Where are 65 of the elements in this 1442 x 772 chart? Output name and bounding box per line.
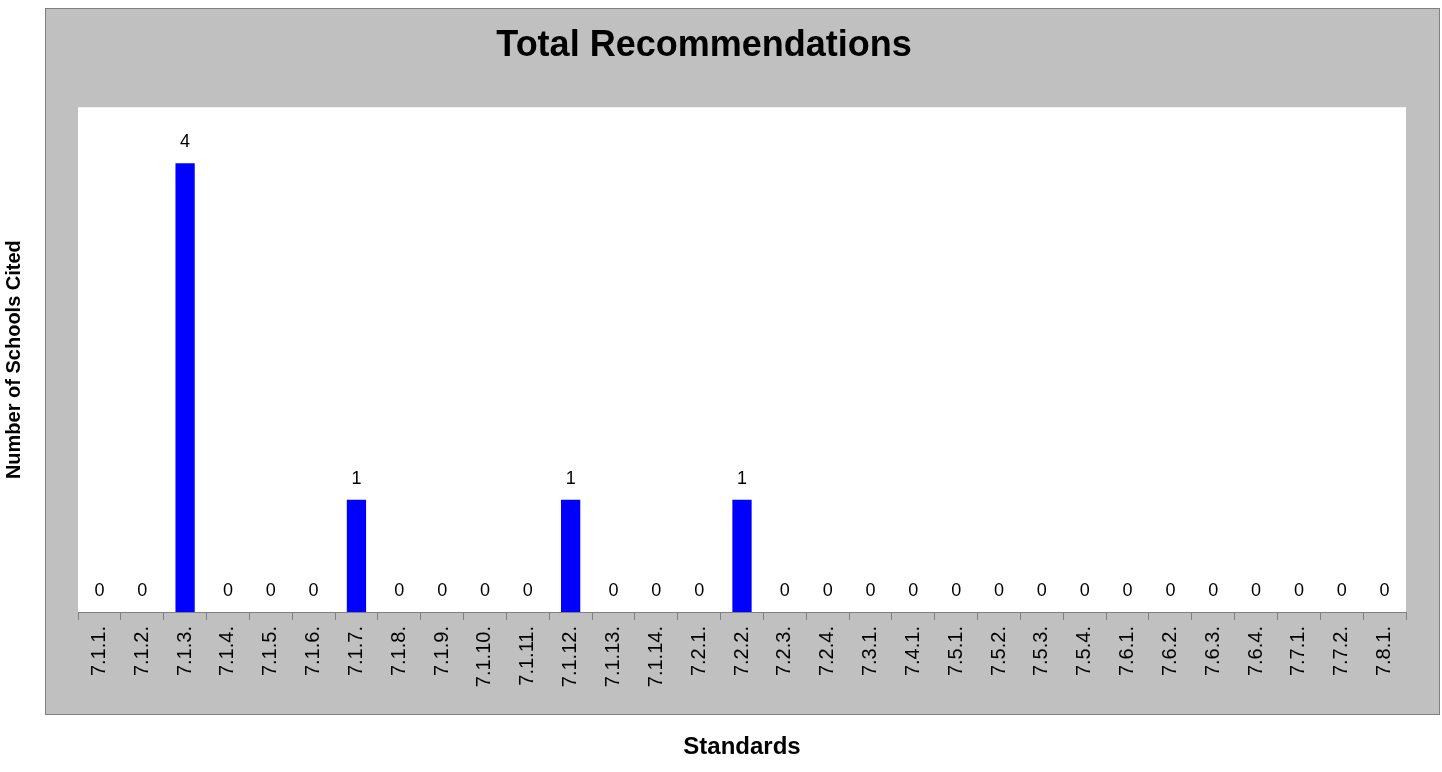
- x-tick-label: 7.1.5.: [258, 626, 281, 677]
- data-label: 0: [1379, 580, 1390, 601]
- data-label: 0: [951, 580, 962, 601]
- chart-title: Total Recommendations: [496, 22, 912, 64]
- data-label: 0: [1036, 580, 1047, 601]
- x-tick-label: 7.2.1.: [686, 626, 709, 677]
- x-tick-label: 7.2.2.: [729, 626, 752, 677]
- data-label: 1: [351, 467, 362, 488]
- data-label: 0: [222, 580, 233, 601]
- x-tick-label: 7.1.11.: [515, 626, 538, 686]
- data-label: 0: [1251, 580, 1262, 601]
- data-label: 0: [1165, 580, 1176, 601]
- data-label: 0: [994, 580, 1005, 601]
- x-tick-label: 7.1.10.: [472, 626, 495, 688]
- x-tick-label: 7.4.1.: [900, 626, 923, 677]
- x-tick-label: 7.3.1.: [858, 626, 881, 677]
- data-label: 0: [779, 580, 790, 601]
- x-tick-label: 7.6.2.: [1157, 626, 1180, 677]
- x-tick-label: 7.5.3.: [1029, 626, 1052, 677]
- data-label: 0: [265, 580, 276, 601]
- data-label: 0: [1208, 580, 1219, 601]
- x-tick-label: 7.1.6.: [301, 626, 324, 677]
- x-tick-label: 7.7.2.: [1329, 626, 1352, 677]
- data-label: 0: [1293, 580, 1304, 601]
- data-label: 0: [651, 580, 662, 601]
- x-tick-label: 7.1.8.: [386, 626, 409, 677]
- x-tick-label: 7.7.1.: [1286, 626, 1309, 677]
- x-tick-label: 7.1.3.: [172, 626, 195, 677]
- x-tick-label: 7.6.3.: [1200, 626, 1223, 677]
- x-tick-label: 7.6.4.: [1243, 626, 1266, 677]
- x-tick-label: 7.1.2.: [129, 626, 152, 677]
- data-label: 4: [180, 131, 191, 152]
- data-label: 0: [308, 580, 319, 601]
- data-label: 0: [1122, 580, 1133, 601]
- data-label: 0: [479, 580, 490, 601]
- x-axis-title: Standards: [683, 732, 801, 760]
- data-label: 0: [137, 580, 148, 601]
- x-tick-label: 7.1.1.: [86, 626, 109, 677]
- x-tick-label: 7.1.14.: [643, 626, 666, 688]
- data-label: 1: [736, 467, 748, 488]
- data-label: 0: [522, 580, 533, 601]
- x-tick-label: 7.5.2.: [986, 626, 1009, 677]
- data-label: 0: [394, 580, 405, 601]
- data-label: 0: [437, 580, 448, 601]
- x-tick-label: 7.1.13.: [601, 626, 623, 688]
- data-label: 0: [694, 580, 705, 601]
- x-tick-label: 7.2.4.: [815, 626, 838, 677]
- x-tick-label: 7.1.7.: [343, 626, 366, 677]
- data-label: 0: [908, 580, 919, 601]
- data-label: 0: [608, 580, 619, 601]
- x-tick-label: 7.8.1.: [1372, 626, 1395, 677]
- x-tick-label: 7.6.1.: [1115, 626, 1138, 677]
- y-axis-title: Number of Schools Cited: [1, 240, 24, 480]
- data-label: 0: [1336, 580, 1347, 601]
- x-tick-label: 7.1.12.: [558, 626, 581, 688]
- data-label: 0: [822, 580, 833, 601]
- data-label: 0: [1079, 580, 1090, 601]
- data-label: 0: [94, 580, 105, 601]
- x-tick-label: 7.1.9.: [429, 626, 452, 677]
- x-tick-label: 7.2.3.: [772, 626, 795, 677]
- x-tick-label: 7.5.4.: [1072, 626, 1095, 677]
- data-label: 0: [865, 580, 876, 601]
- x-tick-label: 7.1.4.: [215, 626, 238, 677]
- data-label: 1: [565, 467, 576, 488]
- x-tick-label: 7.5.1.: [943, 626, 966, 677]
